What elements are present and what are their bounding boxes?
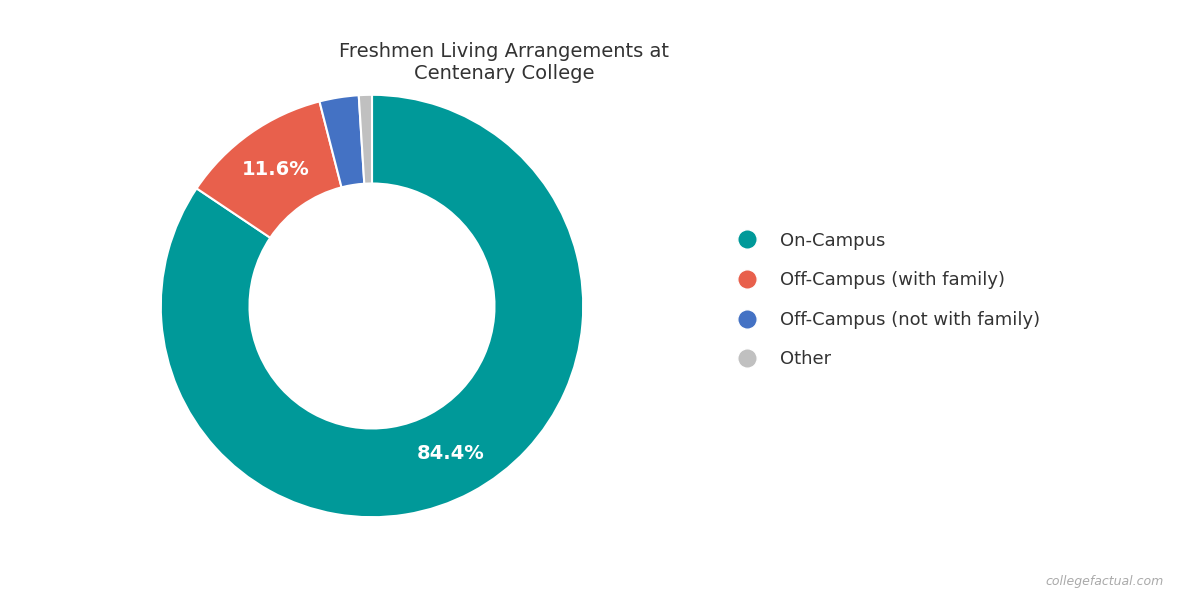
Text: collegefactual.com: collegefactual.com [1045, 575, 1164, 588]
Wedge shape [319, 95, 365, 187]
Legend: On-Campus, Off-Campus (with family), Off-Campus (not with family), Other: On-Campus, Off-Campus (with family), Off… [730, 232, 1039, 368]
Wedge shape [359, 95, 372, 184]
Text: 84.4%: 84.4% [416, 444, 485, 463]
Wedge shape [161, 95, 583, 517]
Text: 11.6%: 11.6% [241, 160, 310, 179]
Text: Freshmen Living Arrangements at
Centenary College: Freshmen Living Arrangements at Centenar… [340, 42, 670, 83]
Wedge shape [197, 101, 342, 238]
